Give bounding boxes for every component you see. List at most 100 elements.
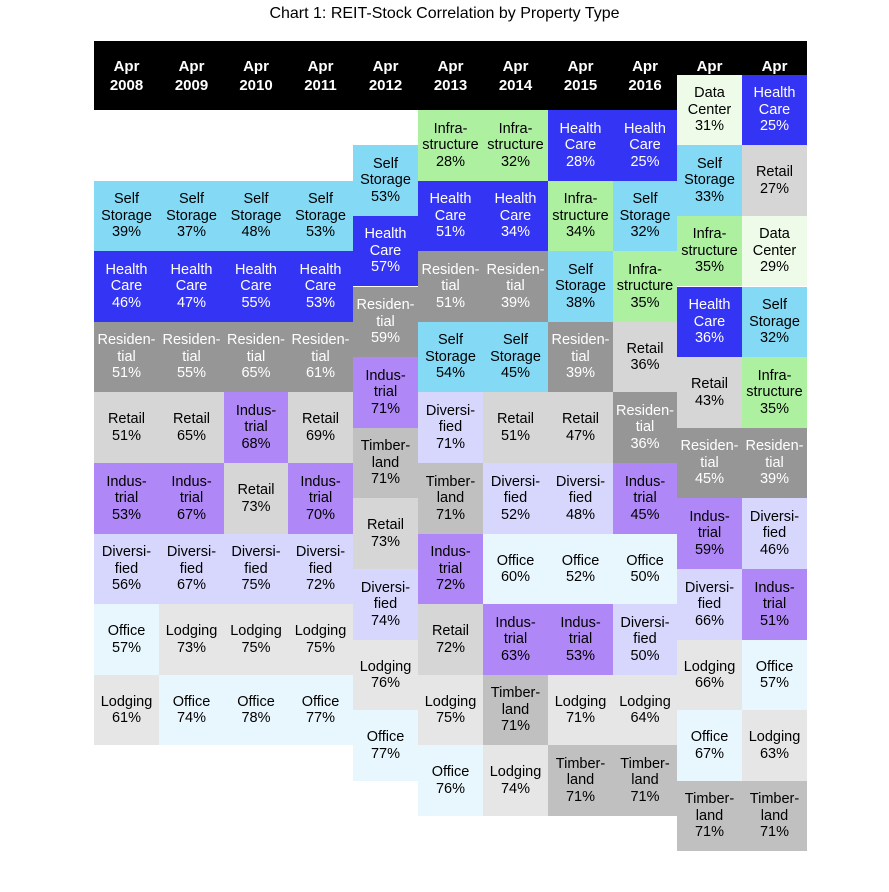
cell-value: 70% xyxy=(305,506,336,523)
cell-label-line: Care xyxy=(564,137,597,154)
cell-label-line: trial xyxy=(568,631,593,648)
correlation-cell: Residen-tial 45% xyxy=(677,428,742,498)
cell-label-line: Diversi- xyxy=(166,544,217,561)
correlation-cell: Lodging 64% xyxy=(613,675,677,745)
cell-label-line: Residen- xyxy=(97,332,156,349)
cell-value: 63% xyxy=(759,745,790,762)
cell-label-line: Residen- xyxy=(680,438,739,455)
correlation-cell: Indus-trial 53% xyxy=(94,463,159,534)
correlation-cell: Data Center 29% xyxy=(742,216,807,286)
cell-value: 71% xyxy=(500,718,531,735)
cell-label-line: Lodging xyxy=(424,693,477,710)
correlation-cell: Indus-trial 72% xyxy=(418,534,483,604)
cell-label-line: Center xyxy=(752,242,797,259)
cell-label-line: structure xyxy=(422,137,479,154)
cell-label-line: trial xyxy=(762,596,787,613)
cell-value: 65% xyxy=(176,427,207,444)
correlation-cell: Retail 73% xyxy=(224,463,288,534)
cell-value: 25% xyxy=(759,118,790,135)
cell-label-line: Self xyxy=(697,155,722,172)
cell-label-line: structure xyxy=(681,242,738,259)
column-header: Apr 2008 xyxy=(94,41,159,110)
correlation-cell: Lodging 75% xyxy=(224,604,288,675)
cell-label-line: Residen- xyxy=(745,438,804,455)
cell-label-line: tial xyxy=(182,348,201,365)
cell-value: 35% xyxy=(759,400,790,417)
cell-label-line: Self xyxy=(438,332,463,349)
cell-value: 55% xyxy=(176,365,207,382)
correlation-cell: Self Storage 54% xyxy=(418,322,483,392)
cell-label-line: Storage xyxy=(101,207,152,224)
column-header-line: 2015 xyxy=(563,76,598,94)
cell-label-line: Office xyxy=(107,623,146,639)
cell-label-line: fied xyxy=(568,490,593,507)
cell-label-line: Storage xyxy=(166,207,217,224)
correlation-cell: Residen-tial 61% xyxy=(288,322,353,392)
correlation-cell: Timber-land 71% xyxy=(418,463,483,534)
cell-value: 72% xyxy=(305,577,336,594)
cell-label-line: Timber- xyxy=(684,791,735,808)
correlation-cell: Lodging 61% xyxy=(94,675,159,745)
cell-value: 71% xyxy=(565,788,596,805)
column-header-line: Apr xyxy=(761,57,788,75)
cell-label-line: Office xyxy=(237,693,275,710)
cell-label-line: Data xyxy=(694,85,725,102)
cell-value: 71% xyxy=(694,824,725,841)
cell-label-line: Indus- xyxy=(754,579,795,596)
cell-label-line: Retail xyxy=(366,517,405,533)
cell-value: 71% xyxy=(565,710,596,726)
cell-value: 27% xyxy=(759,180,790,197)
cell-value: 39% xyxy=(500,294,531,311)
correlation-cell: Indus-trial 70% xyxy=(288,463,353,534)
cell-label-line: Diversi- xyxy=(101,544,152,561)
cell-label-line: trial xyxy=(373,384,398,401)
cell-label-line: Residen- xyxy=(421,261,480,278)
column-header-line: 2009 xyxy=(174,76,209,94)
correlation-cell: Retail 51% xyxy=(94,392,159,463)
cell-value: 48% xyxy=(241,224,271,241)
cell-value: 71% xyxy=(370,471,401,488)
cell-label-line: Care xyxy=(175,278,208,295)
correlation-cell: Residen-tial 59% xyxy=(353,287,418,357)
cell-value: 50% xyxy=(630,647,660,664)
correlation-cell: Timber-land 71% xyxy=(677,781,742,851)
cell-value: 52% xyxy=(500,506,531,523)
cell-value: 64% xyxy=(630,710,660,726)
cell-value: 77% xyxy=(370,745,401,762)
cell-label-line: Retail xyxy=(755,164,794,180)
correlation-cell: Diversi-fied 72% xyxy=(288,534,353,604)
cell-value: 53% xyxy=(305,224,336,241)
cell-value: 46% xyxy=(759,541,790,558)
cell-label-line: structure xyxy=(552,207,609,224)
cell-label-line: Infra- xyxy=(563,191,598,208)
column-header-line: Apr xyxy=(502,57,529,75)
correlation-cell: Self Storage 33% xyxy=(677,145,742,216)
cell-label-line: Office xyxy=(496,552,535,569)
cell-label-line: Health xyxy=(299,261,342,278)
cell-label-line: Health xyxy=(105,261,148,278)
cell-label-line: land xyxy=(631,772,659,789)
cell-value: 45% xyxy=(500,365,531,382)
cell-value: 61% xyxy=(111,710,142,726)
cell-value: 75% xyxy=(241,577,271,594)
cell-label-line: fied xyxy=(503,490,528,507)
cell-value: 59% xyxy=(370,330,401,347)
cell-value: 54% xyxy=(435,365,466,382)
cell-label-line: structure xyxy=(746,384,803,401)
correlation-cell: Health Care 36% xyxy=(677,287,742,357)
cell-label-line: Residen- xyxy=(291,332,350,349)
correlation-cell: Residen-tial 51% xyxy=(418,251,483,322)
cell-label-line: Diversi- xyxy=(360,579,411,596)
correlation-cell: Timber-land 71% xyxy=(613,745,677,816)
cell-value: 65% xyxy=(241,365,271,382)
cell-label-line: Infra- xyxy=(433,120,468,137)
correlation-cell: Residen-tial 55% xyxy=(159,322,224,392)
cell-value: 46% xyxy=(111,294,142,311)
cell-label-line: Care xyxy=(693,313,726,330)
cell-label-line: fied xyxy=(697,596,722,613)
correlation-cell: Lodging 71% xyxy=(548,675,613,745)
column-header-line: Apr xyxy=(632,57,658,75)
cell-label-line: land xyxy=(695,807,724,824)
cell-value: 75% xyxy=(305,639,336,656)
cell-value: 61% xyxy=(305,365,336,382)
